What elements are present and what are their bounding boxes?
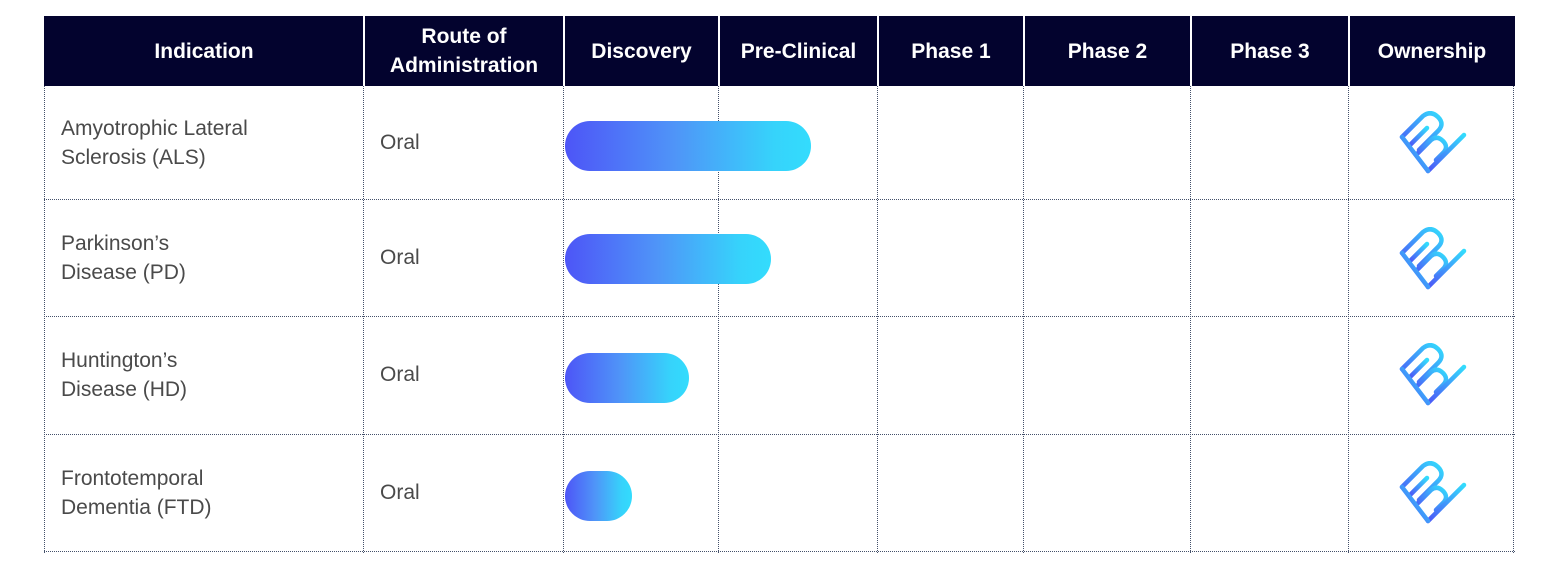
route-label: Oral	[380, 130, 420, 154]
table-row: Huntington’s Disease (HD) Oral	[44, 316, 1515, 434]
pipeline-table: Indication Route of Administration Disco…	[44, 16, 1515, 553]
route-label: Oral	[380, 363, 420, 386]
grid-line	[363, 86, 364, 553]
grid-line	[1348, 86, 1349, 553]
indication-label: Amyotrophic Lateral Sclerosis (ALS)	[61, 116, 248, 169]
header-divider	[1190, 16, 1192, 86]
header-route: Route of Administration	[389, 25, 539, 77]
indication-label: Huntington’s Disease (HD)	[61, 349, 188, 401]
progress-bar	[565, 234, 771, 284]
grid-line	[44, 199, 1515, 200]
table-row: Parkinson’s Disease (PD) Oral	[44, 199, 1515, 316]
grid-line	[1190, 86, 1191, 553]
grid-line	[44, 551, 1515, 552]
grid-line	[44, 316, 1515, 317]
grid-line	[1513, 86, 1514, 553]
header-phase-1: Phase 1	[911, 39, 991, 63]
route-label: Oral	[380, 480, 420, 504]
header-phase-3: Phase 3	[1230, 39, 1310, 63]
table-row: Frontotemporal Dementia (FTD) Oral	[44, 434, 1515, 551]
company-logo-icon	[1399, 461, 1467, 524]
header-ownership: Ownership	[1377, 39, 1487, 63]
header-indication: Indication	[154, 39, 254, 63]
header-phase-2: Phase 2	[1067, 39, 1148, 63]
grid-line	[563, 86, 564, 553]
header-divider	[1348, 16, 1350, 86]
grid-line	[718, 86, 719, 553]
company-logo-icon	[1399, 227, 1467, 290]
header-divider	[1023, 16, 1025, 86]
indication-label: Parkinson’s Disease (PD)	[61, 231, 186, 284]
header-divider	[877, 16, 879, 86]
company-logo-icon	[1399, 111, 1467, 174]
table-header	[44, 16, 1515, 86]
indication-label: Frontotemporal Dementia (FTD)	[61, 466, 212, 519]
progress-bar	[565, 353, 689, 403]
header-discovery: Discovery	[591, 39, 692, 63]
grid-line	[877, 86, 878, 553]
grid-line	[44, 434, 1515, 435]
table-row: Amyotrophic Lateral Sclerosis (ALS) Oral	[44, 86, 1515, 199]
header-divider	[363, 16, 365, 86]
progress-bar	[565, 121, 811, 171]
header-preclinical: Pre-Clinical	[740, 39, 857, 63]
header-divider	[563, 16, 565, 86]
grid-line	[44, 86, 45, 553]
route-label: Oral	[380, 245, 420, 269]
company-logo-icon	[1399, 343, 1467, 406]
progress-bar	[565, 471, 632, 521]
grid-line	[1023, 86, 1024, 553]
header-divider	[718, 16, 720, 86]
